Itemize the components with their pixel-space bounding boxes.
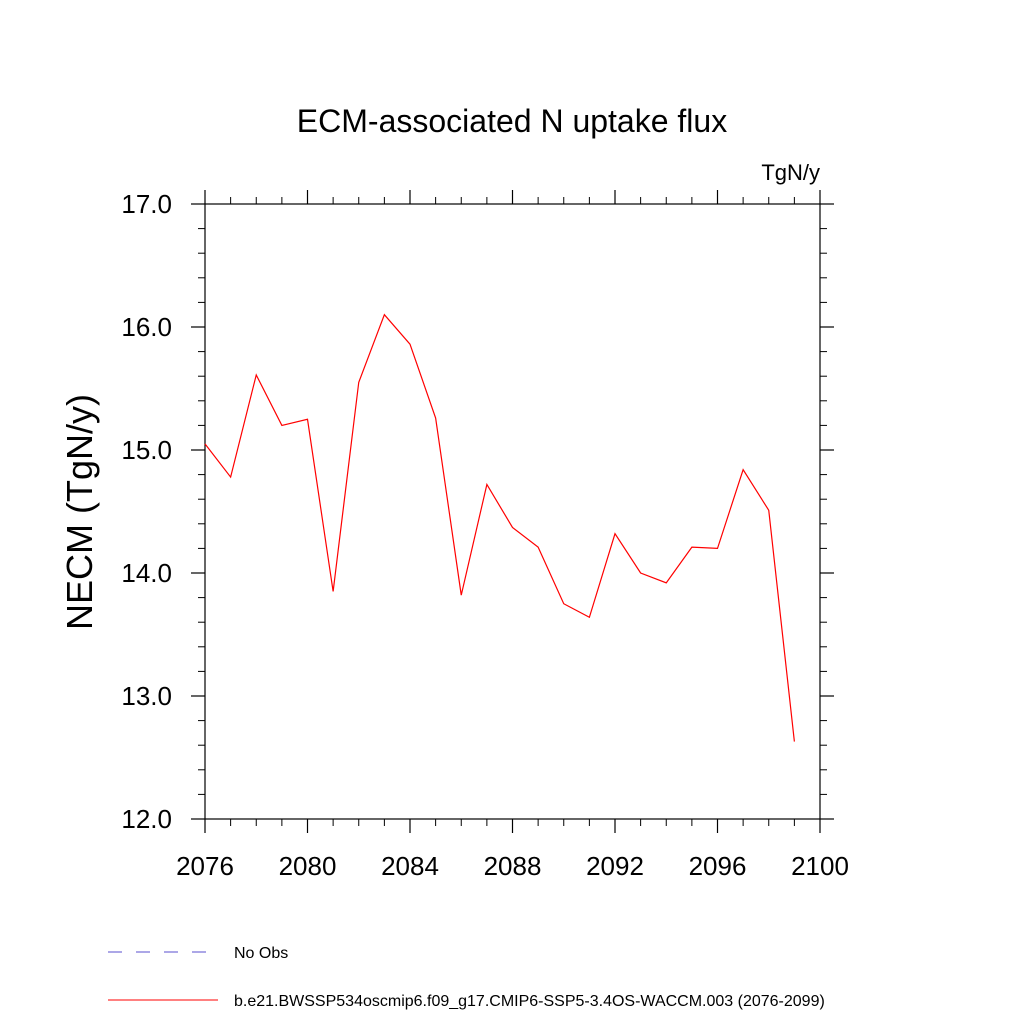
legend-label-no-obs: No Obs	[234, 945, 288, 962]
legend-label-series: b.e21.BWSSP534oscmip6.f09_g17.CMIP6-SSP5…	[234, 993, 825, 1010]
x-tick-label-2080: 2080	[279, 851, 337, 881]
axis-ticks: 2076 2080 2084 2088 2092 2096 2100 12.0 13.0 14.0…	[121, 189, 849, 881]
y-tick-label-15: 15.0	[121, 435, 172, 465]
units-label: TgN/y	[761, 160, 820, 185]
y-tick-label-17: 17.0	[121, 189, 172, 219]
x-tick-label-2076: 2076	[176, 851, 234, 881]
x-tick-label-2092: 2092	[586, 851, 644, 881]
legend: No Obs b.e21.BWSSP534oscmip6.f09_g17.CMI…	[108, 945, 825, 1010]
chart-title: ECM-associated N uptake flux	[297, 103, 727, 139]
series-layer	[204, 313, 795, 742]
y-tick-label-12: 12.0	[121, 804, 172, 834]
x-tick-label-2096: 2096	[689, 851, 747, 881]
y-tick-label-16: 16.0	[121, 312, 172, 342]
y-tick-label-14: 14.0	[121, 558, 172, 588]
x-tick-label-2084: 2084	[381, 851, 439, 881]
y-tick-label-13: 13.0	[121, 681, 172, 711]
x-tick-label-2088: 2088	[484, 851, 542, 881]
plot-frame	[204, 203, 821, 820]
y-axis-label: NECM (TgN/y)	[59, 394, 100, 630]
series-line-0	[204, 313, 795, 742]
x-tick-label-2100: 2100	[791, 851, 849, 881]
